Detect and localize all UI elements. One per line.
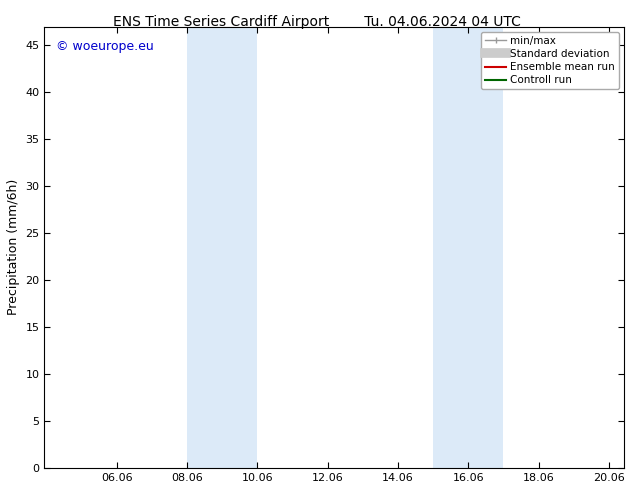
Bar <box>433 26 503 468</box>
Bar <box>187 26 257 468</box>
Text: © woeurope.eu: © woeurope.eu <box>56 40 154 53</box>
Y-axis label: Precipitation (mm/6h): Precipitation (mm/6h) <box>7 179 20 316</box>
Legend: min/max, Standard deviation, Ensemble mean run, Controll run: min/max, Standard deviation, Ensemble me… <box>481 32 619 90</box>
Text: ENS Time Series Cardiff Airport        Tu. 04.06.2024 04 UTC: ENS Time Series Cardiff Airport Tu. 04.0… <box>113 15 521 29</box>
